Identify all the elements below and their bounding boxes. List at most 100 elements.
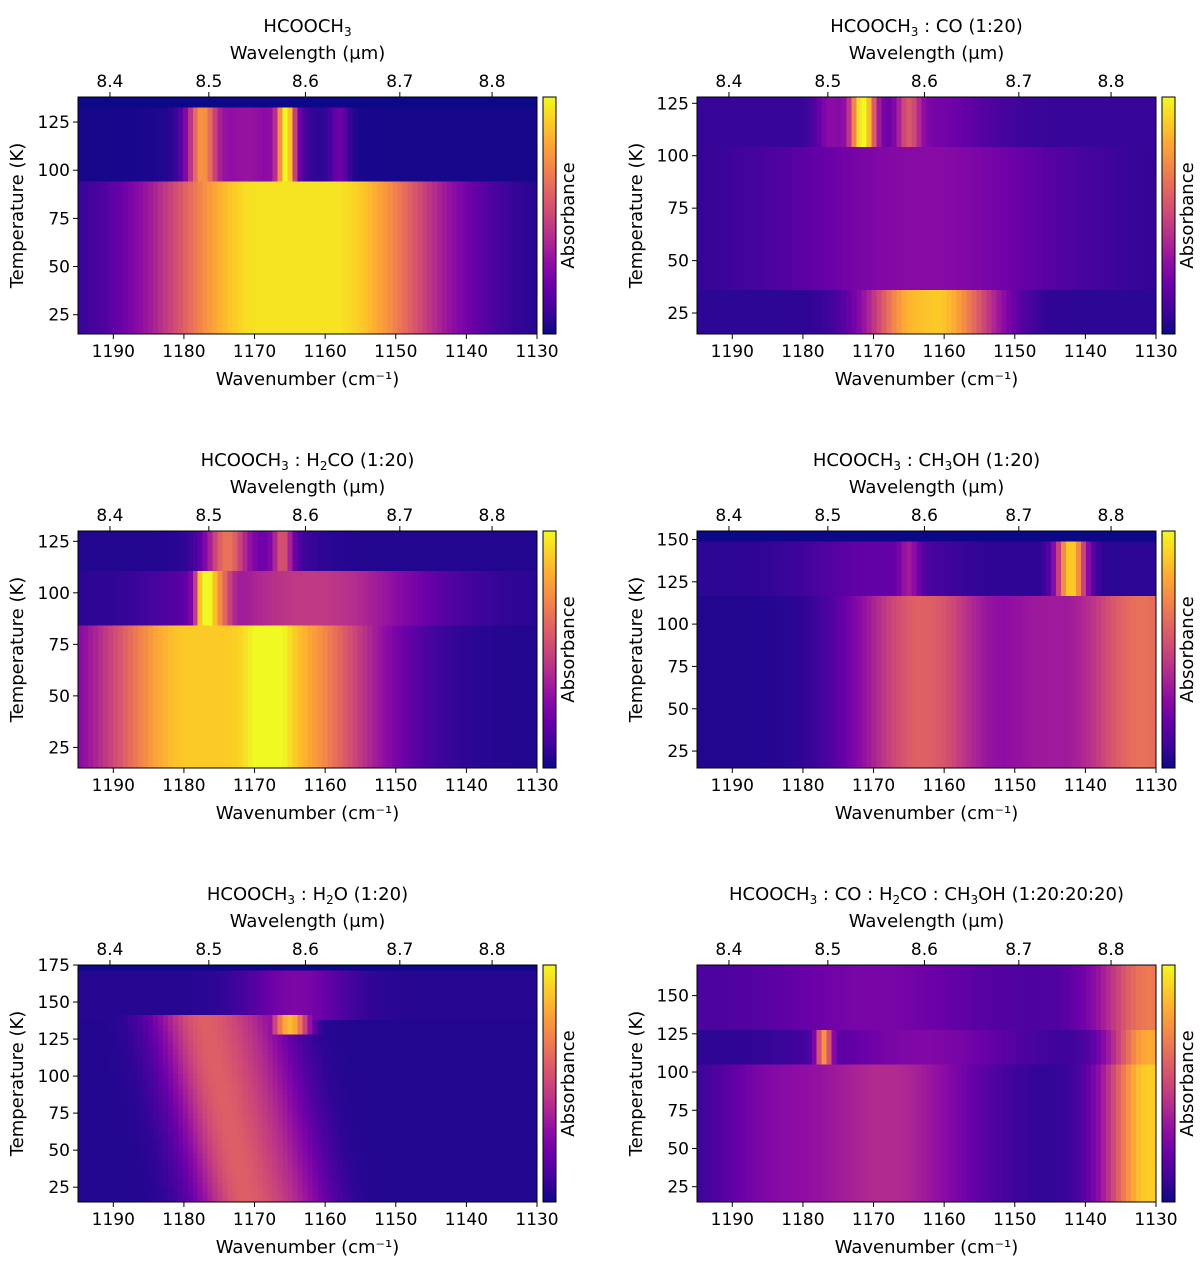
heat-cell	[477, 250, 483, 256]
heat-cell	[716, 319, 723, 325]
heat-cell	[432, 195, 438, 202]
heat-cell	[307, 210, 314, 217]
heat-cell	[292, 294, 299, 301]
heat-cell	[272, 220, 279, 226]
heat-cell	[182, 156, 189, 162]
heat-cell	[122, 264, 129, 271]
heat-cell	[317, 146, 324, 152]
heat-cell	[112, 284, 119, 291]
heat-cell	[362, 180, 368, 187]
heat-cell	[991, 314, 997, 320]
heat-cell	[167, 259, 174, 266]
heat-cell	[337, 284, 344, 291]
heat-cell	[212, 250, 219, 256]
heat-cell	[442, 146, 448, 152]
heat-cell	[422, 264, 428, 271]
heat-cell	[422, 97, 428, 103]
heat-cell	[172, 195, 179, 202]
heat-cell	[427, 210, 433, 217]
heat-cell	[292, 284, 299, 291]
heat-cell	[252, 230, 259, 236]
heat-cell	[102, 235, 109, 241]
heat-cell	[297, 210, 304, 217]
heat-cell	[761, 329, 768, 334]
heat-cell	[1141, 324, 1147, 330]
heat-cell	[107, 225, 114, 231]
heat-cell	[212, 171, 219, 177]
heat-cell	[422, 180, 428, 187]
heat-cell	[697, 329, 703, 334]
heat-cell	[422, 274, 428, 281]
heat-cell	[701, 309, 708, 315]
heat-cell	[97, 210, 104, 217]
heat-cell	[327, 200, 334, 207]
heat-cell	[412, 284, 418, 291]
heat-cell	[102, 220, 109, 226]
heat-cell	[946, 329, 953, 334]
heat-cell	[462, 220, 468, 226]
heat-cell	[532, 205, 537, 212]
heat-cell	[337, 131, 344, 138]
heat-cell	[222, 279, 229, 286]
heat-cell	[127, 220, 134, 226]
heat-cell	[162, 151, 169, 157]
heat-cell	[497, 259, 503, 266]
heat-cell	[387, 255, 393, 261]
heat-cell	[117, 195, 124, 202]
heat-cell	[137, 299, 144, 305]
heat-cell	[362, 200, 368, 207]
heat-cell	[397, 97, 403, 103]
heat-cell	[527, 116, 533, 123]
heat-cell	[966, 304, 973, 310]
heat-cell	[497, 264, 503, 271]
heat-cell	[302, 274, 309, 281]
heat-cell	[382, 245, 388, 251]
heat-cell	[152, 106, 159, 113]
heat-cell	[477, 304, 483, 310]
heat-cell	[117, 97, 124, 103]
heat-cell	[112, 264, 119, 271]
heat-cell	[317, 161, 324, 167]
heat-cell	[427, 111, 433, 118]
heat-cell	[1136, 319, 1142, 325]
heat-cell	[377, 210, 383, 217]
heat-cell	[112, 131, 119, 138]
heat-cell	[182, 304, 189, 310]
heat-cell	[412, 176, 418, 182]
heat-cell	[801, 309, 808, 315]
heat-cell	[287, 205, 294, 212]
heat-cell	[512, 279, 518, 286]
heat-cell	[911, 314, 918, 320]
heat-cell	[462, 269, 468, 276]
heat-cell	[227, 304, 234, 310]
heat-cell	[756, 304, 763, 310]
heat-cell	[97, 309, 104, 315]
heat-cell	[1011, 309, 1017, 315]
heat-cell	[921, 319, 928, 325]
heat-cell	[492, 220, 498, 226]
heat-cell	[412, 259, 418, 266]
heat-cell	[172, 235, 179, 241]
heat-cell	[122, 141, 129, 147]
heat-cell	[202, 176, 209, 182]
heat-cell	[237, 329, 244, 334]
heat-cell	[367, 284, 373, 291]
heat-cell	[871, 319, 878, 325]
heat-cell	[142, 250, 149, 256]
heat-cell	[312, 274, 319, 281]
heat-cell	[277, 190, 284, 197]
heat-cell	[192, 230, 199, 236]
heat-cell	[422, 106, 428, 113]
heat-cell	[322, 240, 329, 246]
heat-cell	[142, 329, 149, 334]
heat-cell	[92, 190, 99, 197]
heat-cell	[192, 289, 199, 296]
heat-cell	[287, 329, 294, 334]
heat-cell	[247, 185, 254, 192]
heat-cell	[297, 190, 304, 197]
heat-cell	[262, 274, 269, 281]
heat-cell	[427, 101, 433, 108]
heat-cell	[522, 319, 528, 325]
heat-cell	[522, 126, 528, 133]
heat-cell	[492, 161, 498, 167]
